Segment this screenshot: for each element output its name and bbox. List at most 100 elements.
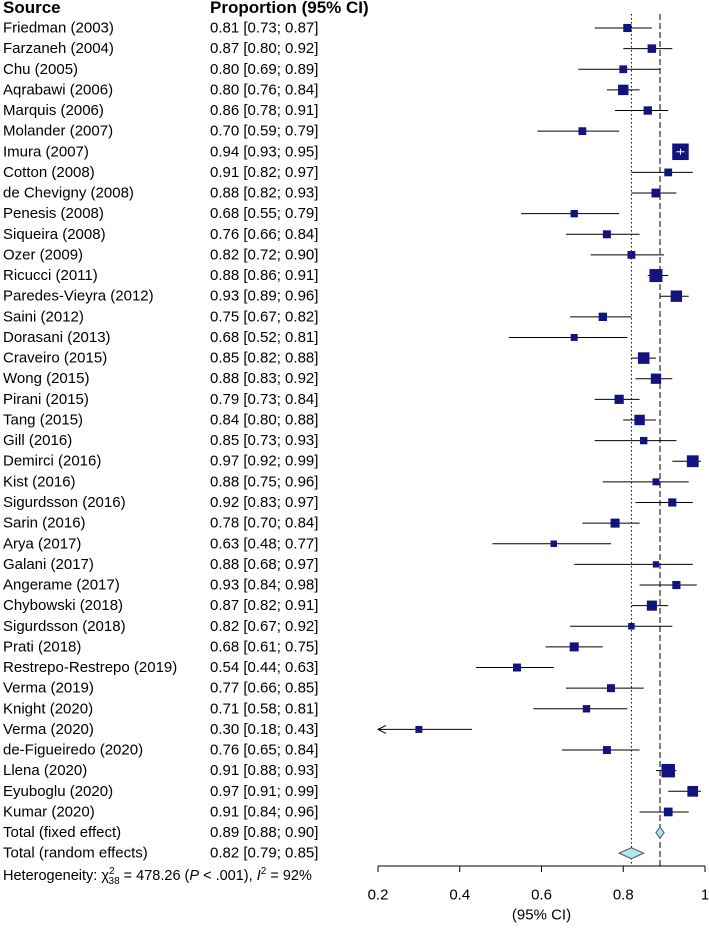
study-ci-text: 0.93 [0.89; 0.96] xyxy=(210,288,318,305)
study-ci-text: 0.68 [0.52; 0.81] xyxy=(210,329,318,346)
truncation-arrow xyxy=(376,724,387,734)
study-weight-square xyxy=(651,188,661,198)
study-weight-square xyxy=(670,290,683,302)
study-label: de Chevigny (2008) xyxy=(3,185,134,202)
study-ci-text: 0.78 [0.70; 0.84] xyxy=(210,515,318,532)
study-ci-text: 0.76 [0.66; 0.84] xyxy=(210,226,318,243)
summary-diamond xyxy=(617,847,645,860)
study-ci-text: 0.97 [0.92; 0.99] xyxy=(210,453,318,470)
study-ci-text: 0.87 [0.82; 0.91] xyxy=(210,597,318,614)
study-weight-square xyxy=(602,230,611,239)
study-label: Verma (2019) xyxy=(3,680,94,697)
study-weight-square xyxy=(628,623,635,630)
study-ci-text: 0.86 [0.78; 0.91] xyxy=(210,102,318,119)
summary-label: Total (fixed effect) xyxy=(3,824,121,841)
study-weight-square xyxy=(582,705,591,713)
summary-label: Total (random effects) xyxy=(3,845,148,862)
study-label: Restrepo-Restrepo (2019) xyxy=(3,659,177,676)
study-weight-square xyxy=(650,373,662,384)
study-ci-text: 0.91 [0.82; 0.97] xyxy=(210,164,318,181)
study-ci-text: 0.80 [0.69; 0.89] xyxy=(210,61,318,78)
x-axis-tick-label: 0.4 xyxy=(449,887,470,904)
study-label: Arya (2017) xyxy=(3,535,81,552)
study-weight-square xyxy=(634,414,645,426)
study-ci-text: 0.77 [0.66; 0.85] xyxy=(210,680,318,697)
study-ci-text: 0.75 [0.67; 0.82] xyxy=(210,308,318,325)
study-weight-square xyxy=(602,746,611,755)
study-ci-text: 0.79 [0.73; 0.84] xyxy=(210,391,318,408)
study-label: Sigurdsson (2016) xyxy=(3,494,126,511)
study-label: Gill (2016) xyxy=(3,432,72,449)
heterogeneity-statistic: Heterogeneity: χ238 = 478.26 (P < .001),… xyxy=(3,866,312,887)
source-column-header: Source xyxy=(3,0,61,17)
study-label: Chybowski (2018) xyxy=(3,597,123,614)
study-label: Imura (2007) xyxy=(3,143,89,160)
study-weight-square xyxy=(627,251,636,259)
study-ci-text: 0.68 [0.55; 0.79] xyxy=(210,205,318,222)
study-weight-square xyxy=(663,807,673,817)
study-ci-text: 0.91 [0.88; 0.93] xyxy=(210,762,318,779)
study-label: Kist (2016) xyxy=(3,473,76,490)
study-weight-square xyxy=(550,540,558,548)
study-ci-text: 0.93 [0.84; 0.98] xyxy=(210,577,318,594)
study-label: Angerame (2017) xyxy=(3,577,120,594)
study-weight-square xyxy=(652,561,660,568)
study-ci-text: 0.88 [0.86; 0.91] xyxy=(210,267,318,284)
study-ci-text: 0.71 [0.58; 0.81] xyxy=(210,700,318,717)
study-weight-square xyxy=(637,352,650,364)
study-ci-text: 0.80 [0.76; 0.84] xyxy=(210,81,318,98)
study-ci-text: 0.91 [0.84; 0.96] xyxy=(210,803,318,820)
study-weight-square xyxy=(570,333,578,341)
study-weight-square xyxy=(668,498,677,507)
study-label: Galani (2017) xyxy=(3,556,94,573)
x-axis-label: (95% CI) xyxy=(512,907,571,924)
study-ci-text: 0.88 [0.68; 0.97] xyxy=(210,556,318,573)
study-weight-square xyxy=(664,168,673,177)
study-ci-text: 0.88 [0.83; 0.92] xyxy=(210,370,318,387)
study-weight-square xyxy=(623,23,632,33)
study-ci-text: 0.87 [0.80; 0.92] xyxy=(210,40,318,57)
study-label: Verma (2020) xyxy=(3,721,94,738)
study-ci-text: 0.88 [0.75; 0.96] xyxy=(210,473,318,490)
x-axis-tick-label: 0.8 xyxy=(613,887,634,904)
study-ci-text: 0.85 [0.82; 0.88] xyxy=(210,350,318,367)
study-label: Aqrabawi (2006) xyxy=(3,81,113,98)
study-label: Siqueira (2008) xyxy=(3,226,106,243)
study-weight-square xyxy=(618,84,629,96)
study-label: Cotton (2008) xyxy=(3,164,95,181)
study-ci-text: 0.88 [0.82; 0.93] xyxy=(210,185,318,202)
study-weight-square xyxy=(687,785,699,797)
study-weight-square xyxy=(614,394,624,404)
x-axis-tick-label: 0.6 xyxy=(531,887,552,904)
study-ci-text: 0.68 [0.61; 0.75] xyxy=(210,638,318,655)
study-ci-text: 0.30 [0.18; 0.43] xyxy=(210,721,318,738)
study-label: Ricucci (2011) xyxy=(3,267,98,284)
study-weight-square xyxy=(647,44,657,53)
x-axis-tick-label: 1 xyxy=(701,887,709,904)
study-label: Pirani (2015) xyxy=(3,391,89,408)
study-label: Friedman (2003) xyxy=(3,20,114,37)
study-label: Sarin (2016) xyxy=(3,515,86,532)
summary-ci-text: 0.82 [0.79; 0.85] xyxy=(210,845,318,862)
study-label: Marquis (2006) xyxy=(3,102,104,119)
study-weight-square xyxy=(512,663,521,672)
study-weight-square xyxy=(652,478,660,486)
study-weight-square xyxy=(643,106,652,115)
study-label: Ozer (2009) xyxy=(3,246,83,263)
study-label: Tang (2015) xyxy=(3,411,83,428)
study-label: Llena (2020) xyxy=(3,762,87,779)
study-ci-text: 0.81 [0.73; 0.87] xyxy=(210,20,318,37)
study-label: Molander (2007) xyxy=(3,123,113,140)
study-weight-square xyxy=(639,436,648,445)
summary-diamond xyxy=(655,826,665,839)
study-label: Craveiro (2015) xyxy=(3,350,107,367)
study-weight-square xyxy=(598,312,607,321)
study-ci-text: 0.92 [0.83; 0.97] xyxy=(210,494,318,511)
study-label: Penesis (2008) xyxy=(3,205,104,222)
study-label: Demirci (2016) xyxy=(3,453,101,470)
proportion-column-header: Proportion (95% CI) xyxy=(210,0,369,17)
study-weight-square xyxy=(686,455,699,468)
study-weight-square xyxy=(570,209,578,218)
study-ci-text: 0.84 [0.80; 0.88] xyxy=(210,411,318,428)
